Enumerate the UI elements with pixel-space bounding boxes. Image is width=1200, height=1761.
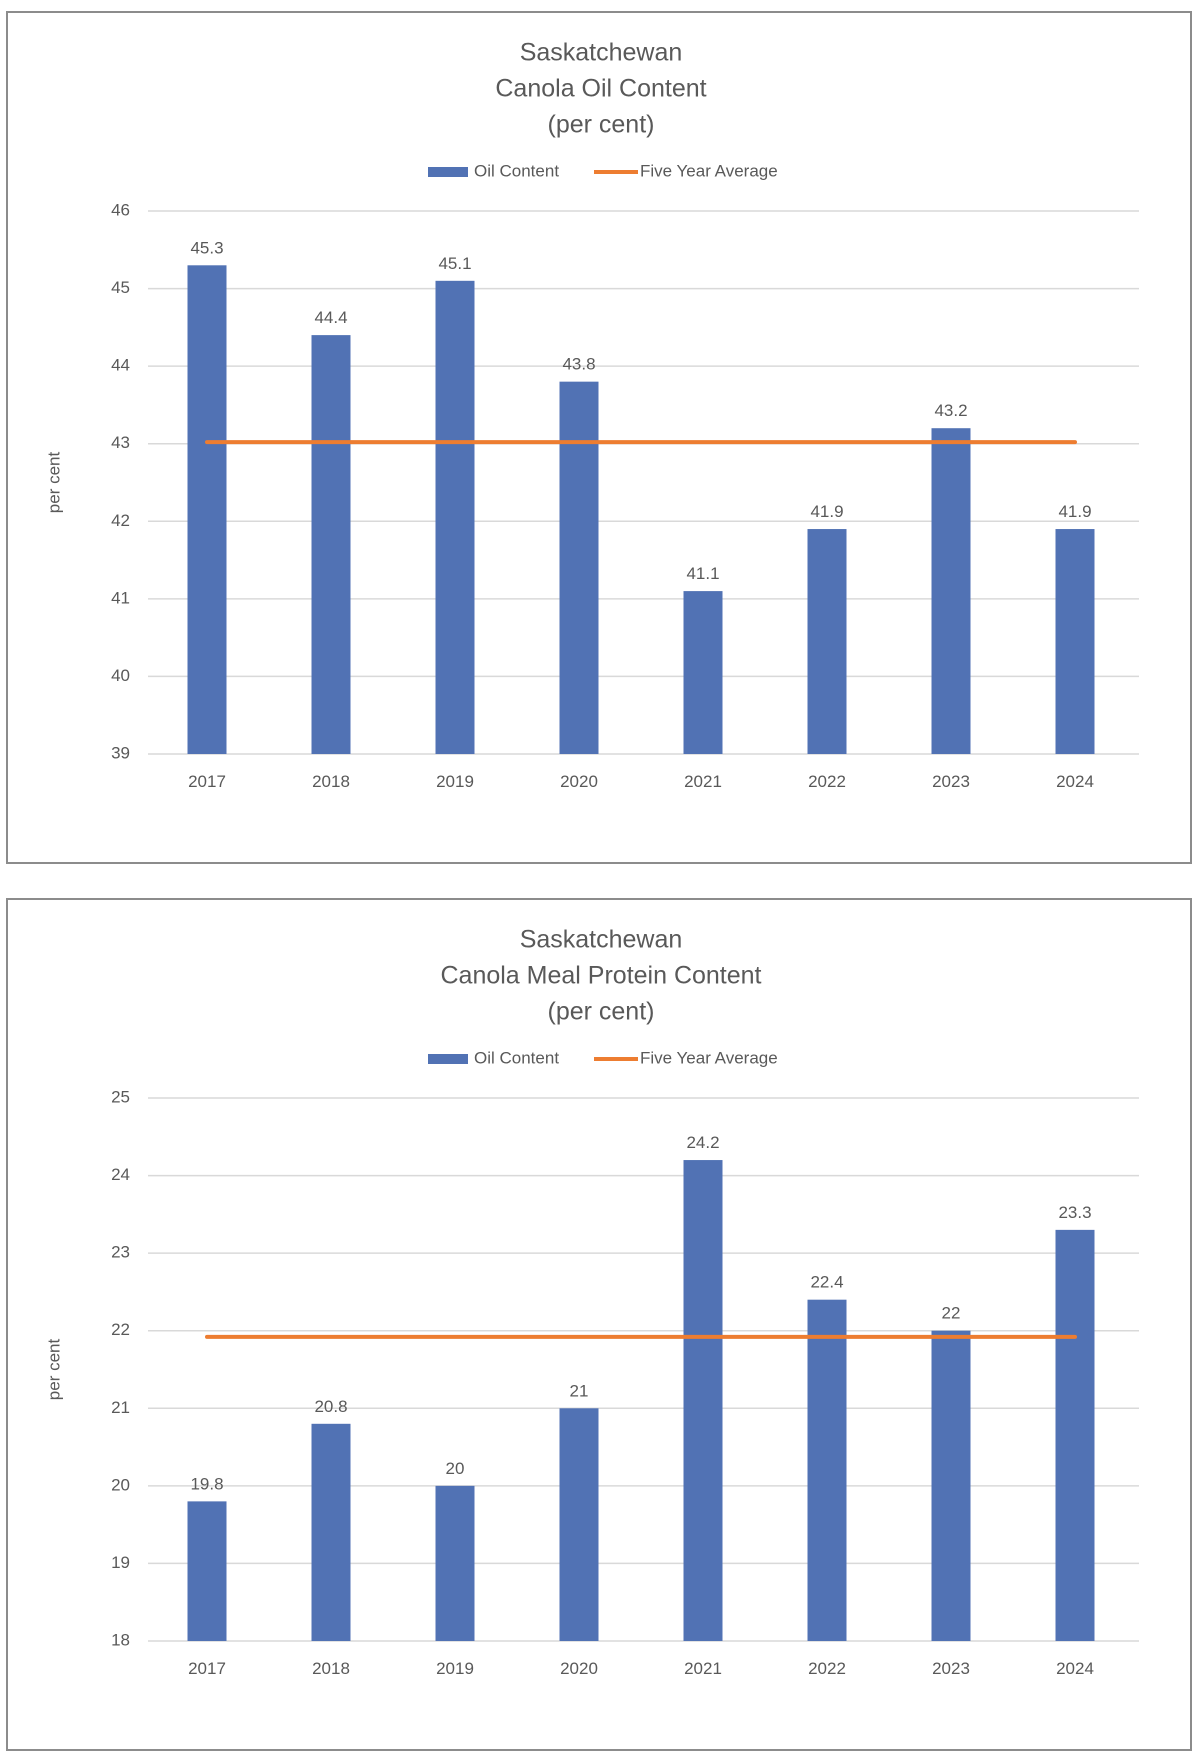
x-tick-label: 2024 — [1056, 772, 1094, 791]
meal-protein-chart-panel: Saskatchewan Canola Meal Protein Content (… — [6, 898, 1192, 1751]
y-axis-title: per cent — [44, 452, 63, 514]
bar — [683, 1160, 723, 1641]
x-tick-label: 2021 — [684, 1659, 722, 1678]
bar — [311, 335, 351, 754]
bar — [931, 1330, 971, 1641]
data-label: 41.1 — [686, 564, 719, 583]
x-tick-label: 2022 — [808, 772, 846, 791]
y-axis-title: per cent — [44, 1339, 63, 1401]
legend-label-five-year-average: Five Year Average — [640, 161, 778, 180]
y-tick-label: 22 — [111, 1320, 130, 1339]
y-tick-label: 19 — [111, 1553, 130, 1572]
bar — [435, 280, 475, 754]
x-tick-label: 2021 — [684, 772, 722, 791]
y-tick-label: 46 — [111, 200, 130, 219]
y-tick-label: 23 — [111, 1243, 130, 1262]
y-tick-label: 44 — [111, 356, 130, 375]
x-tick-label: 2023 — [932, 772, 970, 791]
chart-title-line: (per cent) — [548, 111, 655, 139]
y-tick-label: 43 — [111, 433, 130, 452]
data-label: 41.9 — [1058, 502, 1091, 521]
y-tick-label: 45 — [111, 278, 130, 297]
data-label: 43.8 — [562, 355, 595, 374]
bar — [1055, 529, 1095, 754]
data-label: 23.3 — [1058, 1203, 1091, 1222]
x-axis: 2017 2018 2019 2020 2021 2022 2023 2024 — [188, 772, 1094, 791]
chart-title-line: Saskatchewan — [520, 926, 683, 954]
bar — [807, 529, 847, 754]
y-tick-label: 24 — [111, 1165, 130, 1184]
gridlines — [148, 1097, 1139, 1642]
data-label: 44.4 — [314, 308, 347, 327]
bar — [187, 1501, 227, 1641]
bar-series-oil-content: 45.3 44.4 45.1 43.8 41.1 41.9 43.2 41.9 — [187, 238, 1095, 754]
x-tick-label: 2020 — [560, 772, 598, 791]
legend-bar-swatch — [428, 1054, 468, 1064]
x-tick-label: 2019 — [436, 772, 474, 791]
x-tick-label: 2018 — [312, 1659, 350, 1678]
legend: Oil Content Five Year Average — [428, 161, 778, 180]
gridlines — [148, 210, 1139, 755]
data-label: 41.9 — [810, 502, 843, 521]
y-axis: 18 19 20 21 22 23 24 25 — [111, 1087, 130, 1649]
data-label: 22 — [942, 1304, 961, 1323]
y-axis: 39 40 41 42 43 44 45 46 — [111, 200, 130, 762]
legend-label-oil-content: Oil Content — [474, 161, 559, 180]
bar-series-oil-content: 19.8 20.8 20 21 24.2 22.4 22 23.3 — [187, 1133, 1095, 1641]
bar — [807, 1299, 847, 1641]
x-tick-label: 2024 — [1056, 1659, 1094, 1678]
oil-content-chart: Saskatchewan Canola Oil Content (per cent)… — [44, 39, 1139, 791]
chart-title-line: Canola Oil Content — [495, 75, 706, 103]
bar — [559, 381, 599, 754]
oil-content-chart-panel: Saskatchewan Canola Oil Content (per cent)… — [6, 11, 1192, 864]
meal-protein-chart: Saskatchewan Canola Meal Protein Content (… — [44, 926, 1139, 1678]
data-label: 20 — [446, 1459, 465, 1478]
data-label: 20.8 — [314, 1397, 347, 1416]
x-tick-label: 2020 — [560, 1659, 598, 1678]
x-tick-label: 2023 — [932, 1659, 970, 1678]
y-tick-label: 41 — [111, 588, 130, 607]
chart-title-line: Saskatchewan — [520, 39, 683, 67]
bar — [683, 591, 723, 754]
data-label: 43.2 — [934, 401, 967, 420]
bar — [559, 1408, 599, 1641]
legend-label-five-year-average: Five Year Average — [640, 1048, 778, 1067]
legend-label-oil-content: Oil Content — [474, 1048, 559, 1067]
data-label: 24.2 — [686, 1133, 719, 1152]
bar — [435, 1485, 475, 1641]
x-tick-label: 2017 — [188, 1659, 226, 1678]
y-tick-label: 39 — [111, 743, 130, 762]
legend-bar-swatch — [428, 167, 468, 177]
data-label: 45.3 — [190, 238, 223, 257]
y-tick-label: 21 — [111, 1398, 130, 1417]
bar — [311, 1423, 351, 1641]
y-tick-label: 40 — [111, 666, 130, 685]
y-tick-label: 25 — [111, 1087, 130, 1106]
legend: Oil Content Five Year Average — [428, 1048, 778, 1067]
bar — [931, 428, 971, 754]
x-tick-label: 2019 — [436, 1659, 474, 1678]
y-tick-label: 20 — [111, 1475, 130, 1494]
y-tick-label: 18 — [111, 1630, 130, 1649]
data-label: 45.1 — [438, 254, 471, 273]
x-tick-label: 2018 — [312, 772, 350, 791]
bar — [1055, 1229, 1095, 1641]
x-tick-label: 2022 — [808, 1659, 846, 1678]
data-label: 22.4 — [810, 1273, 843, 1292]
data-label: 21 — [570, 1381, 589, 1400]
x-tick-label: 2017 — [188, 772, 226, 791]
bar — [187, 265, 227, 754]
y-tick-label: 42 — [111, 511, 130, 530]
chart-title-line: (per cent) — [548, 998, 655, 1026]
x-axis: 2017 2018 2019 2020 2021 2022 2023 2024 — [188, 1659, 1094, 1678]
data-label: 19.8 — [190, 1474, 223, 1493]
chart-title-line: Canola Meal Protein Content — [440, 962, 761, 990]
